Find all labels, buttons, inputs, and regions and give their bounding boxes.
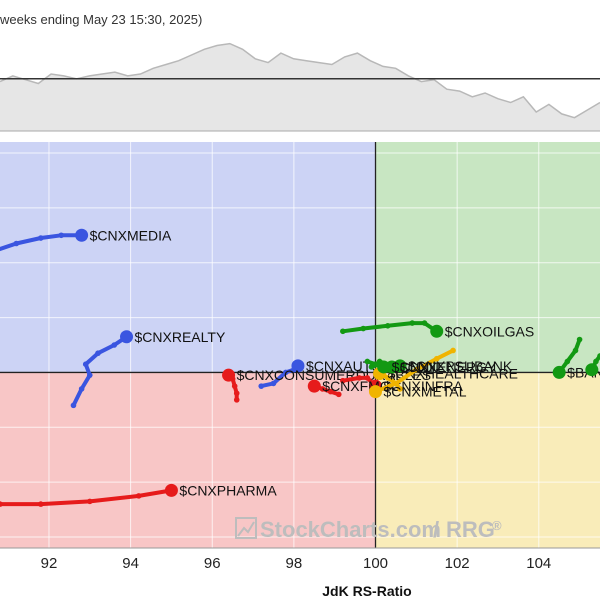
- series-label: $CNXIT: [392, 359, 442, 375]
- series-head-point: [430, 324, 444, 338]
- series-tail-point: [231, 383, 238, 389]
- series-head-point: [377, 360, 391, 374]
- quadrant-leading: [375, 142, 600, 373]
- stockcharts-logo-icon: [235, 517, 257, 539]
- series-tail-point: [364, 358, 371, 365]
- series-label: $CNXMEDIA: [90, 227, 172, 243]
- x-axis-title: JdK RS-Ratio: [322, 583, 411, 599]
- series-tail-point: [270, 380, 277, 387]
- series-tail-point: [364, 375, 371, 381]
- series-tail-point: [450, 347, 456, 354]
- series-tail-point: [82, 361, 89, 368]
- series-tail-point: [372, 361, 379, 368]
- series-label: $CNXINFRA: [384, 378, 464, 394]
- series-tail-point: [258, 383, 265, 389]
- series-tail-point: [384, 322, 391, 329]
- series-tail-point: [282, 369, 289, 376]
- series-tail-point: [233, 397, 240, 403]
- series-tail-point: [597, 353, 600, 359]
- series-tail-point: [340, 377, 346, 384]
- series-tail-point: [233, 390, 240, 397]
- series-tail-point: [433, 355, 440, 362]
- series-tail-point: [327, 388, 334, 395]
- series-label: $CNXREALTY: [135, 329, 226, 345]
- series-tail-point: [86, 498, 93, 505]
- benchmark-panel: weeks ending May 23 15:30, 2025): [0, 12, 600, 132]
- series-tail-point: [319, 386, 326, 392]
- series-tail-point: [356, 375, 362, 381]
- series-tail-point: [78, 386, 85, 392]
- series-tail-point: [360, 325, 367, 332]
- series-tail-point: [576, 336, 583, 343]
- series-tail-point: [421, 320, 428, 326]
- watermark-brand: StockCharts.com: [260, 517, 441, 542]
- series-tail-point: [593, 358, 599, 365]
- x-tick-label: 100: [363, 555, 388, 572]
- quadrant-improving: [0, 142, 376, 373]
- series-tail-point: [58, 232, 65, 239]
- watermark-product: RRG: [446, 517, 495, 542]
- series-tail-point: [393, 380, 399, 387]
- series-tail: [557, 337, 582, 375]
- series-label: $CNXPSUBANK: [408, 358, 513, 374]
- benchmark-area: [0, 43, 600, 131]
- series-head-point: [222, 368, 236, 382]
- x-tick-label: 96: [204, 555, 221, 572]
- series-tail-point: [86, 372, 93, 378]
- series-label: $CNXMETAL: [384, 384, 467, 400]
- series-tail-point: [384, 375, 391, 381]
- x-tick-label: 94: [122, 555, 139, 572]
- stockcharts-rrg-watermark: StockCharts.com / RRG ®: [235, 517, 502, 542]
- watermark-separator: /: [433, 517, 439, 542]
- series-label: $CNXOILGAS: [445, 323, 534, 339]
- series-label: $CNXAUTO: [306, 358, 382, 374]
- series-head-point: [75, 228, 89, 242]
- series-tail-point: [13, 240, 20, 247]
- series-tail-point: [135, 493, 142, 499]
- series-head-point: [120, 330, 134, 344]
- series-label: $CNXPHARMA: [179, 482, 277, 498]
- series-head-point: [552, 365, 566, 379]
- series-tail-point: [564, 358, 571, 365]
- series-head-point: [307, 379, 321, 393]
- series-tail-point: [38, 235, 44, 241]
- series-tail-point: [413, 366, 420, 373]
- x-tick-label: 98: [286, 555, 303, 572]
- x-tick-label: 92: [41, 555, 58, 572]
- benchmark-line: [0, 42, 600, 119]
- series-head-point: [291, 359, 305, 373]
- series-head-point: [369, 385, 383, 399]
- series-head-point: [585, 363, 599, 377]
- series-tail-point: [368, 364, 375, 370]
- series-tail-point: [572, 347, 579, 354]
- series-tail-point: [95, 350, 101, 357]
- series-tail-point: [397, 386, 403, 392]
- x-tick-label: 104: [526, 555, 551, 572]
- watermark-mark: ®: [492, 518, 502, 533]
- series-tail-point: [409, 320, 416, 326]
- stockcharts-logo-line: [237, 521, 255, 537]
- series-tail-point: [0, 501, 3, 507]
- series-tail-point: [111, 342, 118, 348]
- series-tail-point: [335, 391, 342, 398]
- quadrant-lagging: [0, 372, 376, 548]
- series-tail-point: [38, 501, 44, 507]
- series-tail-point: [70, 402, 77, 409]
- chart-header: weeks ending May 23 15:30, 2025): [0, 12, 202, 27]
- series-tail-point: [340, 328, 346, 335]
- series-label: $CNXENERGY: [400, 359, 497, 375]
- quadrant-weakening: [375, 372, 600, 548]
- x-tick-label: 102: [445, 555, 470, 572]
- series-head-point: [164, 483, 178, 497]
